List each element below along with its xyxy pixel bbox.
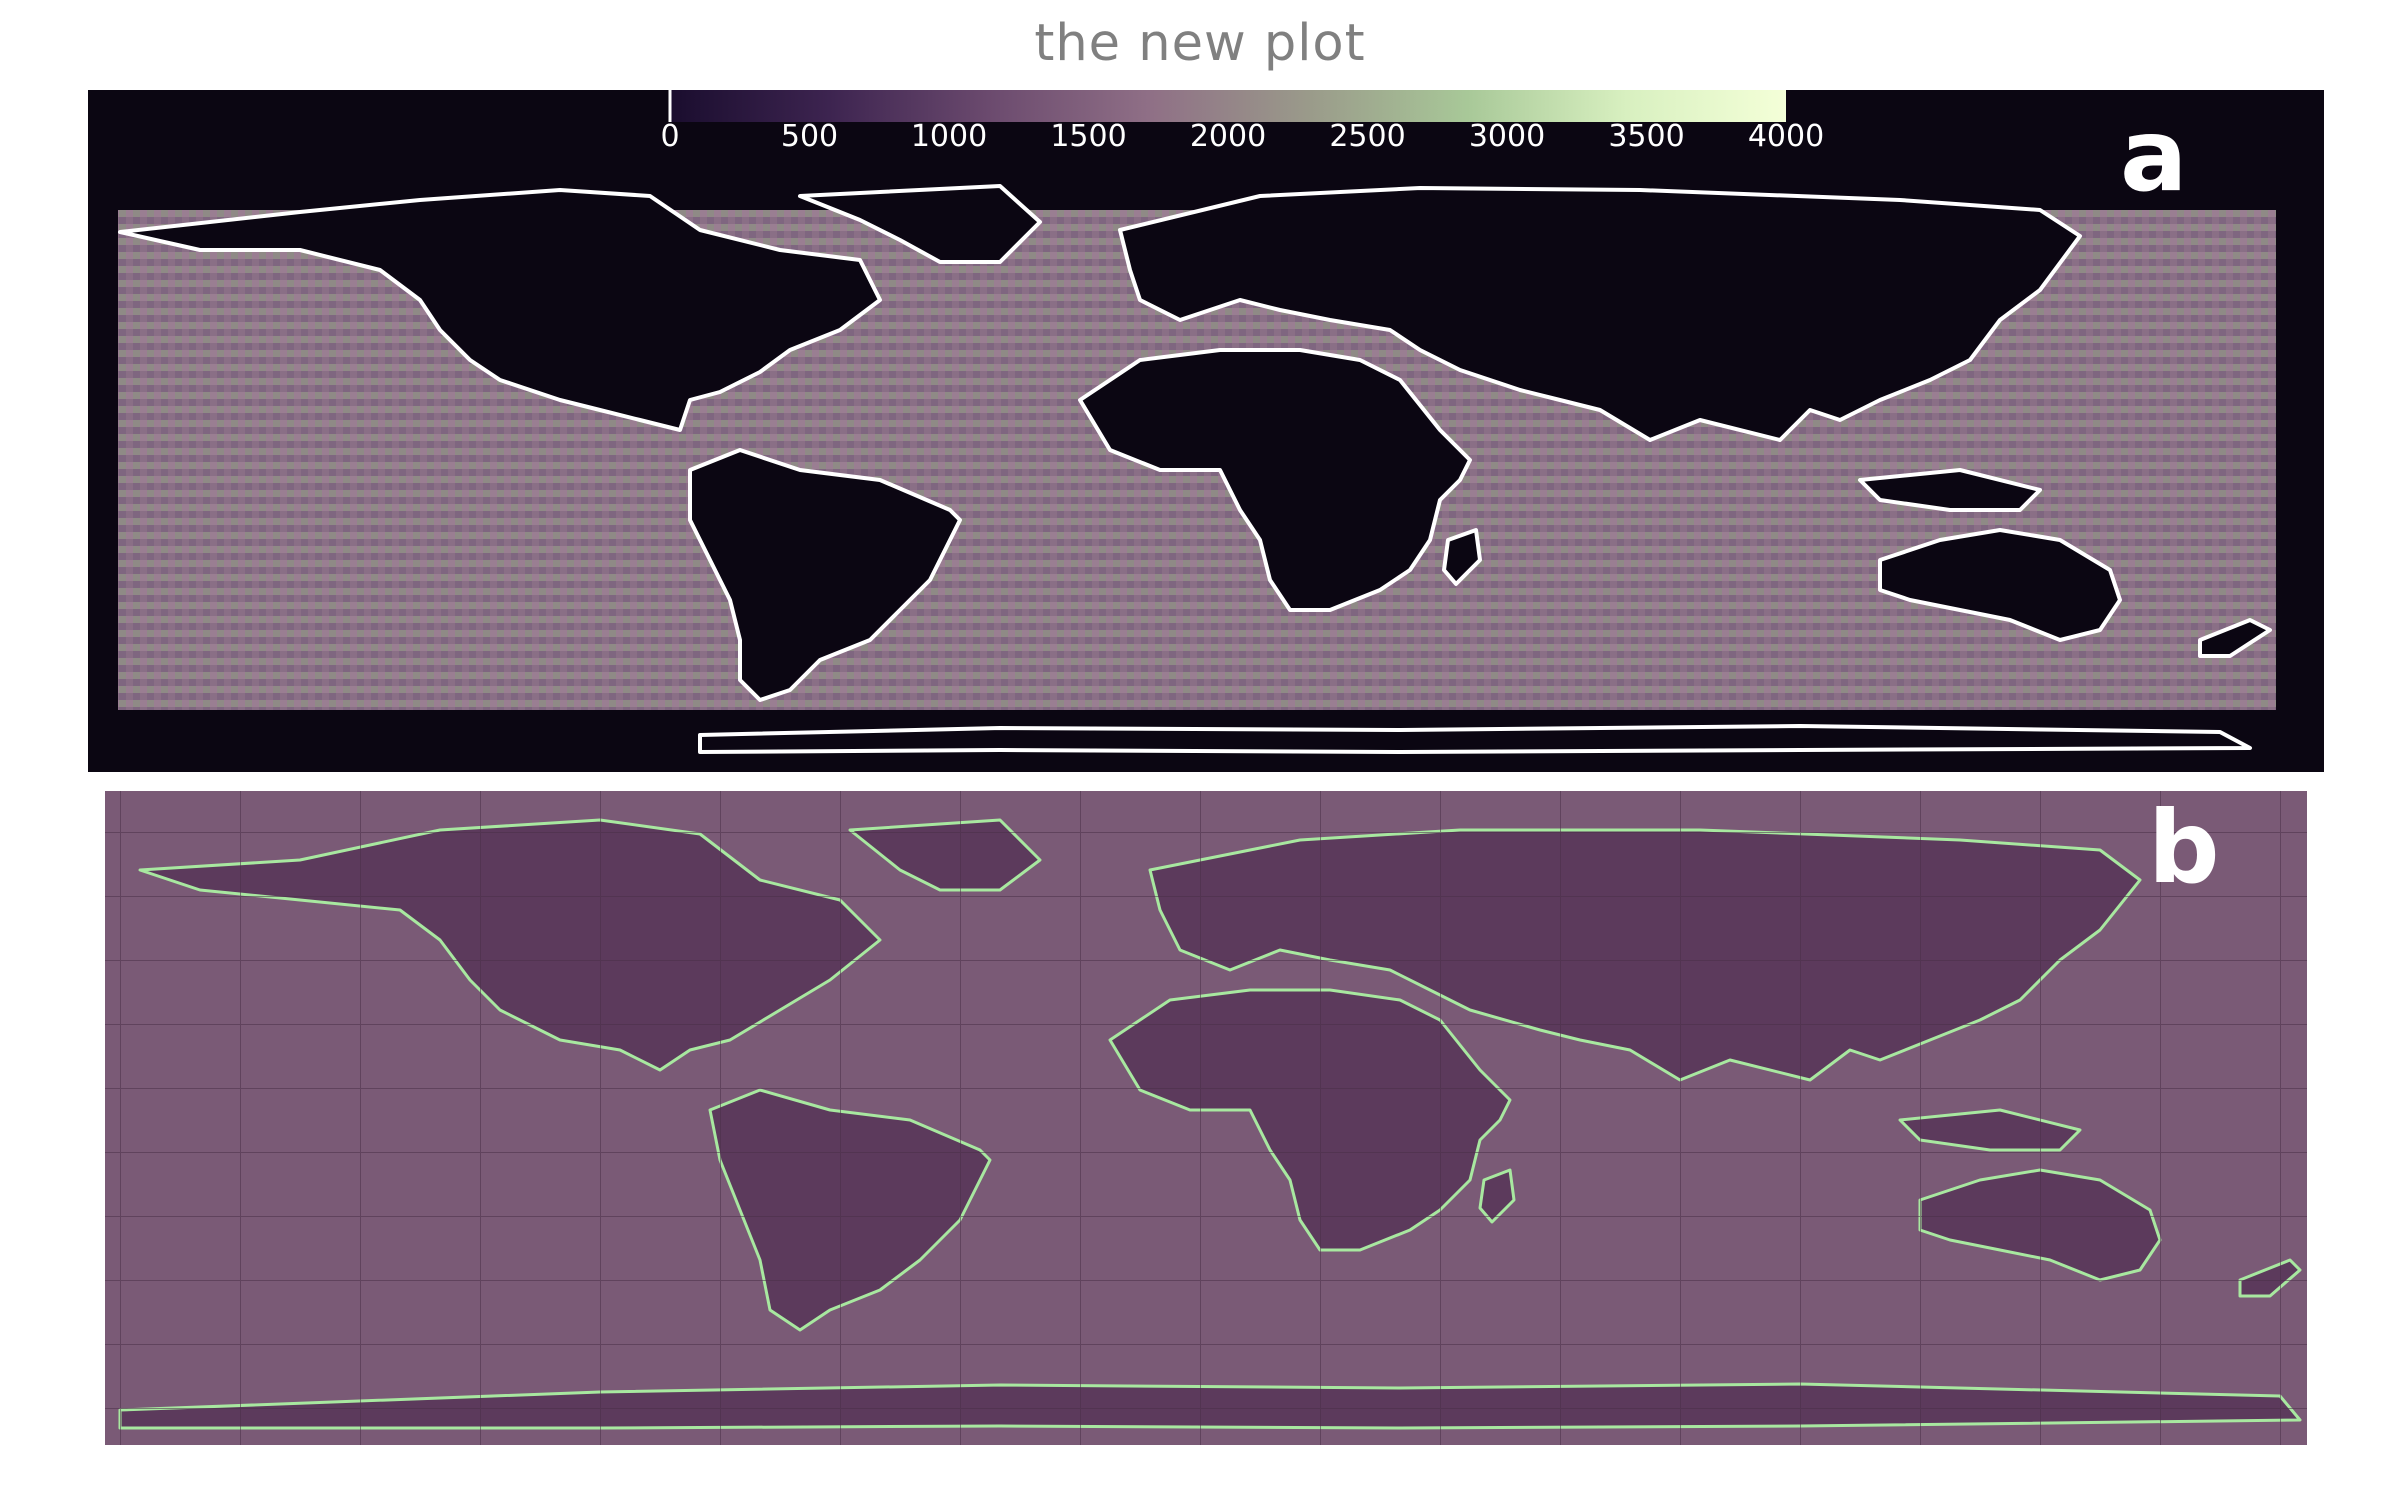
figure-title: the new plot [1034,14,1366,73]
panel-separator [88,772,2324,782]
colorbar-tick-label: 2000 [1190,119,1266,154]
colorbar-tick-label: 3500 [1608,119,1684,154]
panel-a-coastlines [118,184,2272,754]
colorbar-tick-label: 500 [781,119,838,154]
panel-b: b [103,789,2309,1447]
colorbar-tick-label: 0 [660,119,679,154]
colorbar [670,90,1786,122]
colorbar-tick-label: 1000 [911,119,987,154]
colorbar-tick-label: 3000 [1469,119,1545,154]
panel-a-label: a [2120,97,2187,214]
panel-a: 0 500 1000 1500 2000 2500 3000 3500 4000 a [88,90,2324,772]
colorbar-ticks: 0 500 1000 1500 2000 2500 3000 3500 4000 [660,90,1824,154]
panel-b-label: b [2148,789,2220,906]
panel-b-frame [103,789,2309,1447]
colorbar-tick-label: 4000 [1748,119,1824,154]
colorbar-tick-label: 2500 [1329,119,1405,154]
panel-b-grid [104,790,2308,1446]
colorbar-tick-label: 1500 [1050,119,1126,154]
